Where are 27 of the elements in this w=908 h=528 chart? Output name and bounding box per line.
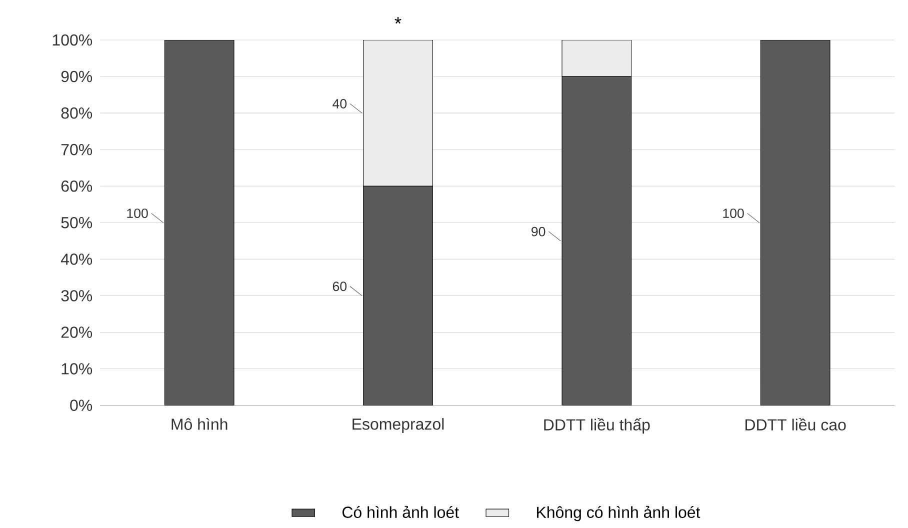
x-tick-label: DDTT liều thấp xyxy=(544,418,650,434)
y-tick-label: 50% xyxy=(61,217,92,228)
legend-label: Không có hình ảnh loét xyxy=(537,506,700,522)
data-label: 60 xyxy=(332,282,347,292)
y-tick-label: 80% xyxy=(61,107,92,119)
y-tick-label: 20% xyxy=(61,326,92,338)
y-tick-label: 0% xyxy=(70,400,92,411)
y-tick-label: 10% xyxy=(62,363,92,374)
legend-label: Có hình ảnh loét xyxy=(342,506,459,518)
x-tick-label: DDTT liều cao xyxy=(746,418,846,430)
annotation: * xyxy=(394,17,402,24)
x-tick-label: Esomeprazol xyxy=(352,418,444,433)
bar xyxy=(562,76,632,406)
x-tick-label: Mô hình xyxy=(172,418,228,430)
y-tick-label: 40% xyxy=(60,254,92,265)
bar xyxy=(363,186,433,406)
y-tick-label: 90% xyxy=(61,70,92,82)
y-tick-label: 60% xyxy=(61,180,92,192)
data-label: 40 xyxy=(332,99,347,108)
y-tick-label: 30% xyxy=(61,290,92,302)
bar xyxy=(760,40,830,406)
data-label: 90 xyxy=(532,226,546,236)
bar xyxy=(164,40,234,406)
y-tick-label: 100% xyxy=(52,34,92,46)
y-tick-label: 70% xyxy=(61,144,92,156)
data-label: 100 xyxy=(723,208,744,218)
data-label: 100 xyxy=(127,208,148,218)
